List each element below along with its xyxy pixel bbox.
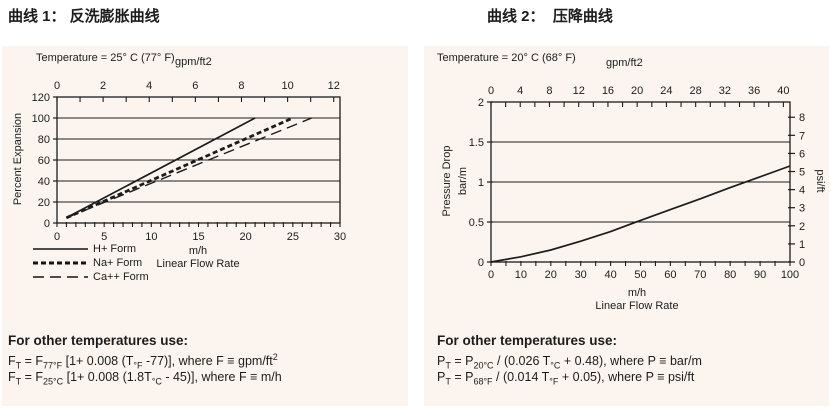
legend-line-long-dash-icon	[33, 276, 88, 278]
top-tick-label: 24	[660, 85, 672, 97]
top-tick-label: 8	[546, 85, 552, 97]
y2-tick-label: 6	[799, 148, 805, 160]
chart2-formulas: For other temperatures use: PT = P20°C /…	[437, 333, 831, 387]
legend-item-na-form: Na+ Form	[33, 256, 149, 270]
series-line	[65, 116, 294, 220]
y-tick-label: 60	[38, 155, 50, 167]
top-tick-label: 8	[238, 80, 244, 92]
y-tick-label: 2	[478, 97, 484, 109]
y-tick-label: 80	[38, 134, 50, 146]
chart1-x-axis-name: Linear Flow Rate	[156, 258, 240, 270]
chart1-top-axis-label: gpm/ft2	[175, 56, 212, 68]
y2-tick-label: 5	[799, 167, 805, 179]
formula-line: PT = P20°C / (0.026 T°C + 0.48), where P…	[437, 354, 702, 371]
top-tick-label: 4	[517, 85, 523, 97]
legend-label: H+ Form	[93, 243, 137, 255]
top-tick-label: 32	[719, 85, 731, 97]
x-tick-label: 10	[145, 231, 157, 243]
chart1-x-axis-unit: m/h	[188, 245, 208, 257]
x-tick-label: 80	[724, 269, 736, 281]
series-line	[490, 165, 791, 263]
y2-tick-label: 2	[799, 221, 805, 233]
x-tick-label: 40	[604, 269, 616, 281]
y-tick-label: 0	[478, 257, 484, 269]
top-tick-label: 28	[690, 85, 702, 97]
legend-line-solid-icon	[33, 248, 88, 250]
x-tick-label: 10	[515, 269, 527, 281]
y-tick-label: 0.5	[469, 217, 484, 229]
top-tick-label: 12	[328, 80, 340, 92]
formula-line: FT = F25°C [1+ 0.008 (1.8T°C - 45)], whe…	[8, 370, 282, 387]
formulas-header: For other temperatures use:	[437, 333, 618, 348]
top-tick-label: 40	[777, 85, 789, 97]
series-line	[66, 117, 312, 219]
top-tick-label: 6	[192, 80, 198, 92]
x-tick-label: 60	[664, 269, 676, 281]
y-tick-label: 1	[478, 177, 484, 189]
chart2-x-axis-name: Linear Flow Rate	[595, 300, 679, 312]
x-tick-label: 50	[634, 269, 646, 281]
x-tick-label: 30	[575, 269, 587, 281]
x-tick-label: 90	[754, 269, 766, 281]
x-tick-label: 20	[240, 231, 252, 243]
top-tick-label: 2	[100, 80, 106, 92]
y2-tick-label: 1	[799, 239, 805, 251]
y-tick-label: 20	[38, 197, 50, 209]
x-tick-label: 70	[694, 269, 706, 281]
y-tick-label: 40	[38, 176, 50, 188]
y-tick-label: 0	[44, 218, 50, 230]
chart2-title: 曲线 2： 压降曲线	[487, 8, 613, 25]
y2-tick-label: 7	[799, 130, 805, 142]
x-tick-label: 15	[192, 231, 204, 243]
top-tick-label: 36	[748, 85, 760, 97]
series-line	[66, 117, 256, 219]
x-tick-label: 20	[545, 269, 557, 281]
legend-label: Na+ Form	[93, 257, 143, 269]
y2-tick-label: 0	[799, 257, 805, 269]
chart2-y2-axis-label: psi/ft	[814, 169, 826, 193]
x-tick-label: 30	[334, 231, 346, 243]
legend-line-short-dash-icon	[33, 261, 88, 265]
chart2-y-axis-unit-label: bar/m	[457, 166, 469, 196]
top-tick-label: 0	[54, 80, 60, 92]
chart2-top-axis-label: gpm/ft2	[606, 57, 643, 69]
top-tick-label: 4	[146, 80, 152, 92]
x-tick-label: 5	[101, 231, 107, 243]
top-tick-label: 16	[602, 85, 614, 97]
chart1-legend: H+ Form Na+ Form Ca++ Form	[33, 242, 149, 284]
legend-item-ca-form: Ca++ Form	[33, 270, 149, 284]
chart1-y-axis-label: Percent Expansion	[12, 112, 24, 206]
chart2-y-axis-label: Pressure Drop	[441, 145, 453, 217]
x-tick-label: 25	[287, 231, 299, 243]
chart2-temperature-note: Temperature = 20° C (68° F)	[437, 52, 576, 64]
top-tick-label: 0	[488, 85, 494, 97]
y-tick-label: 100	[32, 113, 50, 125]
y-tick-label: 1.5	[469, 137, 484, 149]
x-tick-label: 100	[781, 269, 799, 281]
y2-tick-label: 8	[799, 112, 805, 124]
chart1-formulas: For other temperatures use: FT = F77°F […	[8, 333, 413, 387]
legend-label: Ca++ Form	[93, 271, 149, 283]
y2-tick-label: 4	[799, 185, 805, 197]
top-tick-label: 12	[573, 85, 585, 97]
chart1-temperature-note: Temperature = 25° C (77° F)	[36, 52, 175, 64]
top-tick-label: 20	[631, 85, 643, 97]
top-tick-label: 10	[281, 80, 293, 92]
y2-tick-label: 3	[799, 203, 805, 215]
formula-line: PT = P68°F / (0.014 T°F + 0.05), where P…	[437, 370, 695, 387]
x-tick-label: 0	[54, 231, 60, 243]
x-tick-label: 0	[488, 269, 494, 281]
legend-item-h-form: H+ Form	[33, 242, 149, 256]
formulas-header: For other temperatures use:	[8, 333, 189, 348]
y-tick-label: 120	[32, 92, 50, 104]
chart2-x-axis-unit: m/h	[627, 287, 647, 299]
chart1-title: 曲线 1： 反洗膨胀曲线	[8, 8, 160, 25]
formula-line: FT = F77°F [1+ 0.008 (T°F -77)], where F…	[8, 351, 278, 371]
